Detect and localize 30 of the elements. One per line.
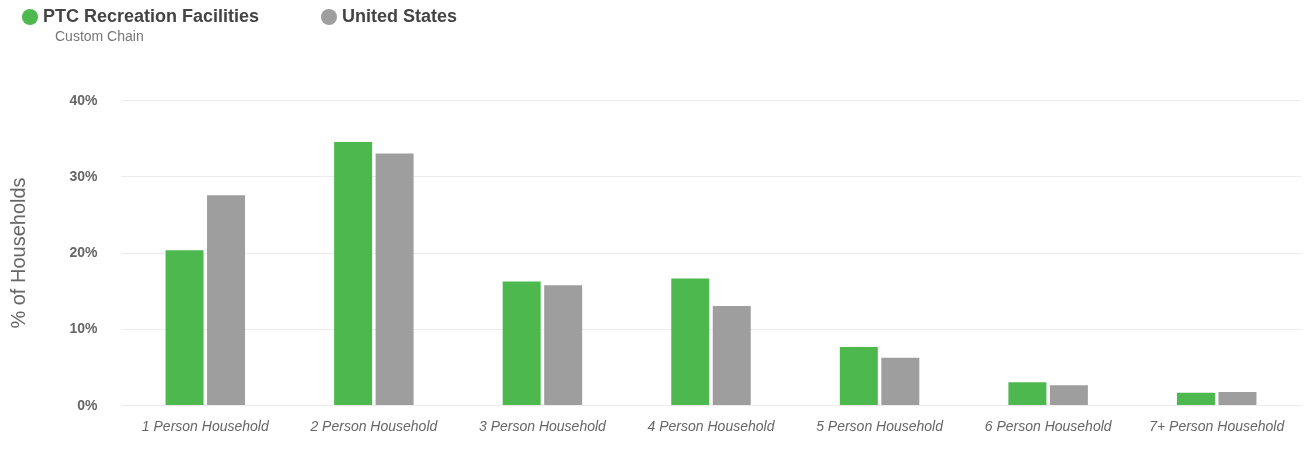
bar <box>1049 385 1088 405</box>
legend-label: United States <box>342 6 458 26</box>
bar <box>502 281 541 405</box>
bar <box>165 250 204 405</box>
y-tick-label: 10% <box>69 320 99 337</box>
x-tick-label: 6 Person Household <box>984 417 1113 434</box>
bar <box>1176 392 1215 405</box>
x-tick-label: 7+ Person Household <box>1149 417 1286 434</box>
legend-label: PTC Recreation Facilities <box>43 6 260 26</box>
bar <box>375 153 414 405</box>
x-tick-label: 5 Person Household <box>816 417 945 434</box>
bar <box>671 278 710 405</box>
y-axis-title: % of Households <box>7 177 30 329</box>
x-tick-label: 1 Person Household <box>141 417 270 434</box>
bar <box>839 347 878 405</box>
bar <box>1008 382 1047 405</box>
bar <box>544 285 583 405</box>
y-tick-label: 30% <box>69 167 99 184</box>
x-tick-label: 3 Person Household <box>478 417 608 434</box>
bar <box>334 141 373 405</box>
y-tick-label: 20% <box>69 244 99 260</box>
x-tick-label: 4 Person Household <box>647 417 776 434</box>
bar <box>207 195 246 405</box>
y-tick-label: 40% <box>69 91 99 108</box>
y-tick-label: 0% <box>77 396 99 413</box>
text: Custom Chain <box>55 28 144 44</box>
bar <box>712 305 751 405</box>
bar <box>1218 392 1257 405</box>
x-tick-label: 2 Person Household <box>309 417 439 434</box>
bar <box>881 357 920 405</box>
